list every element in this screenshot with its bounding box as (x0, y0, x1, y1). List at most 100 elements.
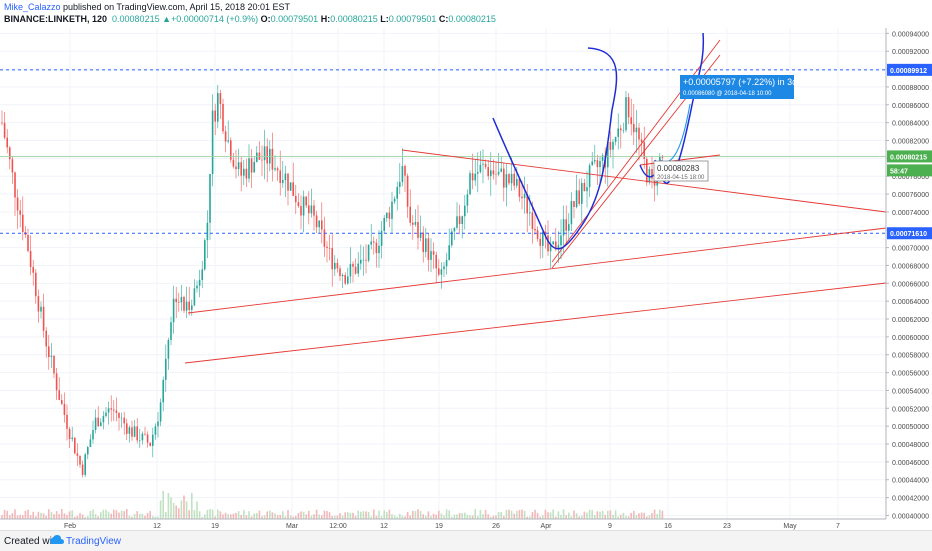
candle (167, 337, 170, 370)
candle-body (159, 402, 162, 422)
candle (230, 137, 232, 163)
candle-body (66, 414, 68, 429)
candle-body (100, 422, 102, 427)
candle-body (508, 174, 510, 184)
candle (526, 184, 528, 233)
candle (630, 98, 632, 136)
time-tick-label: 19 (211, 523, 219, 530)
candle (466, 189, 469, 214)
volume-bar (604, 514, 606, 519)
candle (87, 445, 89, 460)
volume-bar (518, 510, 521, 519)
candle-body (471, 173, 474, 181)
candle (14, 171, 16, 217)
candle-body (45, 330, 47, 347)
candle-body (206, 222, 209, 241)
volume-bar (378, 510, 380, 519)
candle-body (625, 97, 627, 131)
candle-body (305, 196, 307, 206)
candle-body (518, 178, 521, 197)
volume-bar (414, 511, 417, 519)
cursor-time-text: 2018-04-15 18:00 (657, 175, 705, 181)
author-link[interactable]: Mike_Calazzo (4, 2, 61, 12)
candle-body (487, 167, 489, 177)
candle (360, 244, 362, 270)
price-tick-label: 0.00056000 (892, 371, 929, 378)
candle-body (612, 141, 614, 150)
volume-bar (430, 515, 432, 519)
volume-bar (42, 513, 45, 519)
tradingview-brand[interactable]: TradingView (66, 536, 122, 547)
volume-bar (152, 516, 154, 519)
candle (178, 292, 180, 312)
candle (508, 172, 510, 186)
volume-bar (71, 510, 73, 519)
candle (198, 269, 201, 298)
volume-bar (497, 511, 500, 519)
candle (393, 196, 396, 204)
candle (94, 409, 97, 434)
volume-bar (284, 516, 287, 519)
candle-body (63, 403, 66, 415)
candle-body (373, 241, 375, 243)
candle-body (560, 235, 562, 246)
volume-bar (305, 514, 307, 519)
candle-body (310, 205, 313, 214)
volume-bar (66, 514, 68, 519)
measure-target-text: 0.00086080 @ 2018-04-18 10:00 (683, 91, 772, 97)
volume-bar (419, 510, 422, 519)
volume-bar (536, 512, 539, 519)
candle-body (16, 197, 19, 211)
volume-bar (521, 509, 523, 519)
price-tick-label: 0.00088000 (892, 85, 929, 92)
candle-body (224, 131, 227, 142)
candle-body (235, 166, 237, 170)
low-label: L: (380, 14, 389, 24)
volume-bar (102, 509, 105, 519)
candle-body (370, 241, 372, 245)
candle (136, 418, 138, 444)
candle-body (469, 173, 471, 195)
trend-line (184, 282, 887, 364)
volume-bar (388, 509, 391, 519)
candle (474, 159, 476, 186)
time-axis[interactable]: Feb 12 19 Mar 12:00 12 19 26 Apr 9 16 23 May 7 (0, 518, 886, 530)
candle-body (599, 160, 601, 168)
volume-bar (490, 516, 492, 519)
candle-body (435, 254, 437, 269)
volume-bar (484, 510, 487, 519)
time-tick-label: 23 (723, 523, 731, 530)
candle (419, 215, 422, 242)
volume-bar (217, 509, 219, 519)
candle (464, 195, 466, 230)
candle-body (214, 110, 216, 122)
candle (172, 285, 175, 334)
ohlc-legend: BINANCE:LINKETH, 120 0.00080215 ▲+0.0000… (4, 14, 496, 24)
candle (617, 113, 619, 150)
price-axis[interactable]: 0.000940000.000920000.000900000.00088000… (885, 28, 932, 520)
candle (300, 195, 302, 230)
volume-bar (131, 516, 133, 519)
candle (183, 295, 185, 313)
candle-body (97, 417, 99, 427)
candle-body (42, 306, 45, 331)
candle-body (500, 168, 502, 172)
candle-body (237, 162, 240, 170)
price-chart[interactable]: 0.000940000.000920000.000900000.00088000… (0, 0, 932, 530)
candle-body (578, 190, 580, 204)
volume-bar (640, 512, 643, 519)
volume-bar (391, 514, 393, 519)
volume-bar (196, 501, 198, 519)
volume-bar (110, 513, 112, 519)
candle-body (640, 139, 643, 143)
high-value: 0.00080215 (330, 14, 378, 24)
time-tick-label: 12:00 (329, 523, 347, 530)
candle-body (349, 263, 352, 277)
candle (352, 261, 354, 283)
candle-body (131, 427, 133, 437)
volume-bar (165, 511, 167, 519)
created-with-text: Created with (4, 536, 61, 547)
volume-bar (157, 516, 159, 519)
candle-body (620, 128, 622, 131)
candle-body (586, 187, 588, 192)
